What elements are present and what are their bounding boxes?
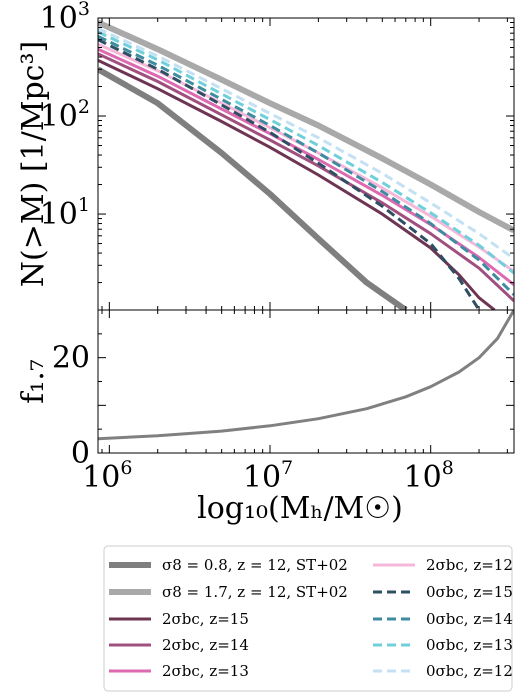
bottom-panel-frame (97, 309, 515, 454)
axis-labels: 103 102 101 0 20 106 107 108 N(>M) [1/Mpc³] f₁.₇ l… (16, 0, 454, 526)
legend-label: σ8 = 1.7, z = 12, ST+02 (162, 583, 348, 601)
y-tick-label: 0 (71, 436, 90, 471)
legend-label: 0σbc, z=14 (426, 610, 513, 628)
legend-label: 2σbc, z=15 (162, 610, 249, 628)
legend-label: σ8 = 0.8, z = 12, ST+02 (162, 556, 348, 574)
top-series-0 (98, 66, 408, 310)
top-series-7 (98, 34, 514, 296)
y-tick-label: 20 (52, 341, 90, 376)
y-tick-label: 103 (40, 0, 90, 36)
legend-label: 0σbc, z=12 (426, 662, 513, 680)
top-y-axis-label: N(>M) [1/Mpc³] (16, 41, 51, 287)
legend-box (103, 545, 513, 692)
y-tick-label: 102 (40, 96, 90, 134)
legend: σ8 = 0.8, z = 12, ST+02 σ8 = 1.7, z = 12,… (103, 545, 513, 692)
top-series-8 (98, 30, 514, 275)
top-series-6 (98, 38, 481, 310)
top-series-2 (98, 58, 496, 310)
x-tick-label: 107 (243, 457, 293, 495)
top-panel-lines (98, 19, 514, 310)
y-tick-label: 101 (40, 194, 90, 232)
top-series-9 (98, 27, 514, 260)
x-tick-label: 106 (82, 457, 132, 495)
bottom-y-axis-label: f₁.₇ (16, 359, 51, 404)
axes (97, 17, 515, 454)
x-tick-label: 108 (404, 457, 454, 495)
legend-label: 2σbc, z=14 (162, 636, 249, 654)
top-series-3 (98, 52, 514, 302)
legend-label: 0σbc, z=15 (426, 583, 513, 601)
top-series-1 (98, 19, 514, 234)
legend-label: 0σbc, z=13 (426, 636, 513, 654)
bottom-panel-lines (98, 310, 514, 441)
legend-label: 2σbc, z=12 (426, 556, 513, 574)
x-axis-label: log₁₀(Mₕ/M☉) (197, 491, 403, 526)
legend-label: 2σbc, z=13 (162, 662, 249, 680)
bottom-series-0 (98, 310, 514, 441)
